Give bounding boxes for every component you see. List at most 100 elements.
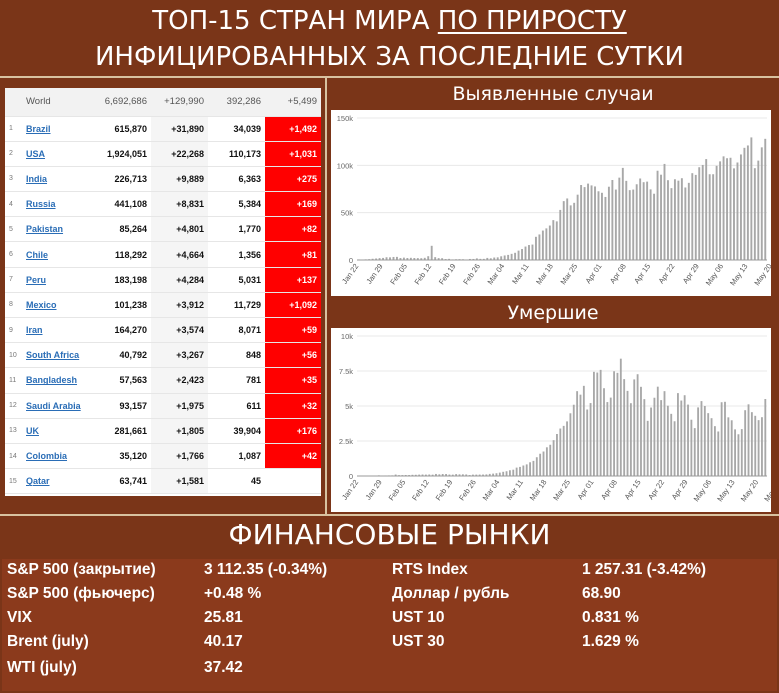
title-line-2: ИНФИЦИРОВАННЫХ ЗА ПОСЛЕДНИЕ СУТКИ (94, 42, 684, 72)
country-link[interactable]: Qatar (22, 468, 94, 495)
y-tick-label: 2.5k (339, 437, 353, 446)
bar (599, 369, 602, 476)
new-cases: +22,268 (151, 141, 208, 167)
finance-right-value: 0.831 % (582, 609, 639, 626)
bar (673, 179, 676, 260)
country-link[interactable]: Russia (22, 191, 94, 218)
country-link[interactable]: Bangladesh (22, 367, 94, 394)
bar (528, 245, 530, 260)
country-link[interactable]: India (22, 166, 94, 193)
bar (750, 412, 753, 476)
y-tick-label: 100k (337, 161, 354, 170)
x-tick-label: Feb 26 (461, 262, 482, 286)
new-cases: +1,805 (151, 418, 208, 444)
bar (616, 372, 619, 476)
bar (693, 428, 696, 476)
bar (562, 425, 565, 476)
header-rank (5, 88, 22, 117)
x-tick-label: Mar 18 (534, 262, 555, 286)
bar (727, 417, 730, 476)
bar (495, 473, 498, 476)
bar (619, 358, 622, 476)
bar (646, 420, 649, 476)
table-row: 9 Iran 164,270 +3,574 8,071 +59 (5, 317, 321, 344)
country-link[interactable]: Peru (22, 267, 94, 293)
bar (479, 258, 482, 260)
y-tick-label: 50k (341, 209, 353, 218)
bar (715, 165, 718, 260)
total-deaths: 45 (208, 468, 265, 495)
bar (640, 386, 642, 476)
new-cases: +3,912 (151, 292, 208, 319)
total-cases: 57,563 (94, 367, 151, 394)
country-link[interactable]: Brazil (22, 116, 94, 142)
bar (697, 407, 700, 476)
bar (691, 173, 694, 260)
x-tick-label: Jan 29 (364, 262, 384, 286)
bar (737, 434, 740, 476)
x-tick-label: Apr 01 (576, 478, 596, 501)
finance-left-label: S&P 500 (закрытие) (7, 561, 156, 578)
total-cases: 164,270 (94, 317, 151, 344)
new-deaths: +56 (265, 342, 321, 369)
bar (750, 137, 753, 260)
bar (746, 145, 749, 260)
bar (733, 168, 735, 260)
bar (572, 404, 575, 476)
total-cases: 63,741 (94, 468, 151, 495)
y-tick-label: 7.5k (339, 367, 353, 376)
finance-left-value: 37.42 (204, 659, 243, 676)
country-link[interactable]: Iran (22, 317, 94, 344)
x-tick-label: Apr 15 (623, 478, 643, 501)
bar (512, 469, 515, 476)
bar (496, 257, 499, 260)
country-link[interactable]: UK (22, 418, 94, 444)
bar (633, 379, 636, 476)
country-link[interactable]: Mexico (22, 292, 94, 319)
bar (548, 225, 551, 260)
bar (621, 167, 624, 260)
bar (677, 180, 680, 260)
bar (409, 257, 412, 260)
table-row: 7 Peru 183,198 +4,284 5,031 +137 (5, 267, 321, 293)
bar (465, 474, 468, 476)
bar (538, 234, 541, 260)
total-cases: 441,108 (94, 191, 151, 218)
bar (492, 473, 495, 476)
bar (508, 470, 511, 476)
bar (580, 185, 583, 260)
bar (576, 194, 579, 260)
bar (475, 474, 478, 476)
y-tick-label: 10k (341, 332, 353, 341)
bar (764, 138, 767, 260)
header-new-deaths: +5,499 (265, 88, 321, 117)
bar (522, 465, 525, 476)
bar (583, 187, 586, 260)
row-rank: 15 (5, 468, 22, 495)
x-tick-label: Mar 25 (551, 478, 572, 502)
country-link[interactable]: Pakistan (22, 216, 94, 243)
country-link[interactable]: Saudi Arabia (22, 393, 94, 419)
bar (597, 191, 600, 260)
country-link[interactable]: Colombia (22, 443, 94, 470)
bar (717, 431, 720, 476)
bar (566, 198, 569, 260)
country-link[interactable]: South Africa (22, 342, 94, 369)
x-tick-label: Jan 22 (340, 262, 360, 286)
finance-right-label: UST 10 (392, 609, 445, 626)
header-new: +129,990 (151, 88, 208, 117)
bar (687, 182, 690, 260)
x-tick-label: Mar 25 (559, 262, 580, 286)
country-link[interactable]: USA (22, 141, 94, 167)
bar (569, 413, 572, 476)
x-tick-label: May 06 (704, 262, 725, 287)
x-tick-label: Mar 11 (510, 262, 530, 286)
bar (539, 453, 542, 476)
country-link[interactable]: Chile (22, 241, 94, 268)
bar (555, 221, 558, 260)
bar (753, 168, 756, 260)
table-row: 5 Pakistan 85,264 +4,801 1,770 +82 (5, 216, 321, 243)
bar (626, 390, 629, 476)
bar (705, 159, 708, 260)
